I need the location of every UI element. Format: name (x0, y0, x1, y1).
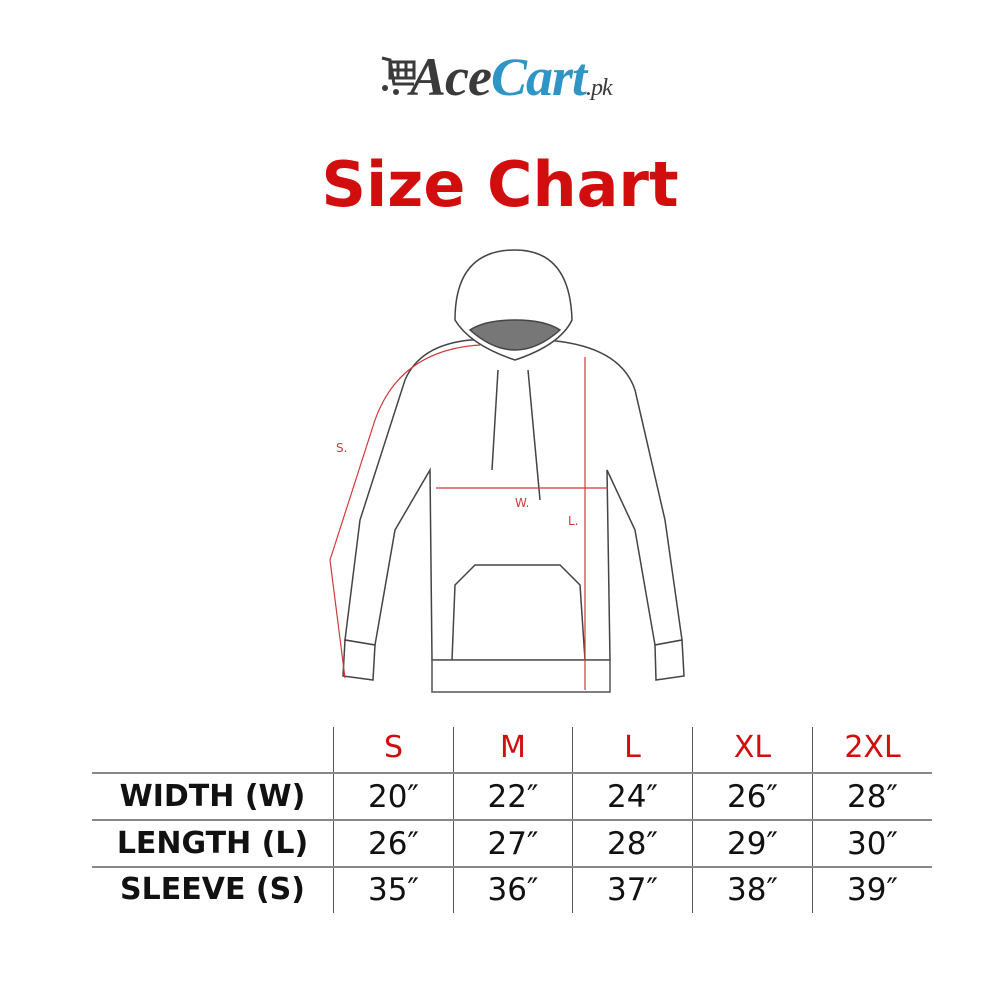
acecart-logo: AceCart.pk (380, 46, 670, 116)
table-cell: 37″ (606, 872, 659, 908)
table-cell: 28″ (606, 826, 659, 862)
size-header-m: M (500, 730, 526, 765)
sleeve-label: S. (336, 441, 347, 455)
table-cell: 28″ (846, 779, 899, 815)
shopping-cart-icon (381, 56, 416, 95)
table-cell: 35″ (367, 872, 420, 908)
table-cell: 27″ (487, 826, 539, 862)
size-header-l: L (624, 730, 641, 765)
table-cell: 30″ (846, 826, 899, 862)
length-label: L. (568, 514, 579, 528)
table-cell: 24″ (606, 779, 659, 815)
table-cell: 26″ (367, 826, 420, 862)
row-label-length: LENGTH (L) (116, 826, 309, 861)
table-cell: 20″ (367, 779, 420, 815)
logo-text: AceCart.pk (410, 47, 613, 107)
measurement-lines (329, 344, 608, 690)
width-label: W. (515, 496, 529, 510)
size-header-xl: XL (733, 730, 772, 765)
table-cell: 39″ (846, 872, 899, 908)
size-header-s: S (383, 730, 404, 765)
table-cell: 29″ (726, 826, 779, 862)
hoodie-diagram: S. W. L. (329, 249, 685, 693)
table-cell: 26″ (726, 779, 779, 815)
row-label-sleeve: SLEEVE (S) (120, 872, 305, 907)
size-header-2xl: 2XL (844, 730, 901, 765)
table-cell: 38″ (726, 872, 779, 908)
page-title: Size Chart (321, 148, 679, 221)
table-cell: 36″ (487, 872, 539, 908)
row-label-width: WIDTH (W) (119, 779, 306, 814)
table-cell: 22″ (487, 779, 539, 815)
